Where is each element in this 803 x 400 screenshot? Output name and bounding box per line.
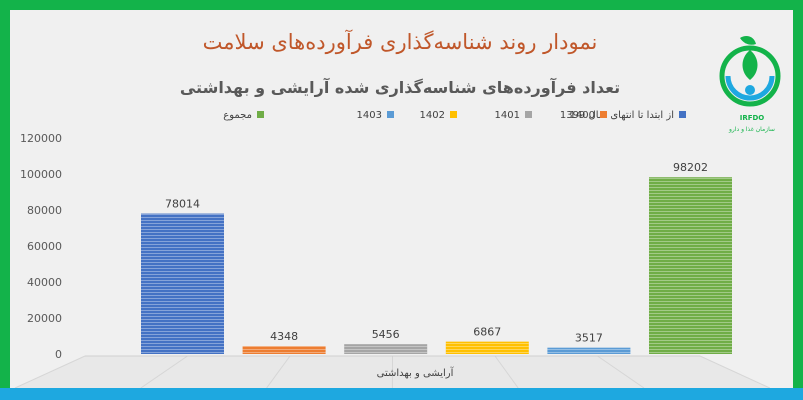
y-tick-label: 80000 [27, 204, 62, 217]
data-label: 6867 [473, 326, 501, 339]
chart-panel: 0 20000 40000 60000 80000 100000 120000 78014 4… [10, 10, 793, 388]
chart-floor [14, 355, 771, 388]
bars [141, 177, 732, 354]
page-title: نمودار روند شناسه‌گذاری فرآورده‌های سلام… [202, 30, 598, 54]
data-label: 3517 [575, 332, 603, 345]
bar-hatch [344, 344, 428, 354]
legend-label: 1403 [357, 110, 382, 121]
y-tick-label: 60000 [27, 240, 62, 253]
irfdo-logo: IRFDO سازمان غذا و دارو [719, 36, 781, 133]
floor-line [266, 355, 291, 388]
legend-swatch [525, 111, 532, 118]
bar-chart: 0 20000 40000 60000 80000 100000 120000 78014 4… [14, 110, 771, 388]
y-tick-label: 20000 [27, 312, 62, 325]
legend-swatch [450, 111, 457, 118]
bottom-strip [0, 388, 803, 400]
logo-abbr: IRFDO [740, 114, 765, 122]
y-tick-label: 0 [55, 348, 62, 361]
floor-line [699, 355, 771, 388]
data-label: 78014 [165, 198, 200, 211]
data-label: 98202 [673, 161, 708, 174]
y-tick-label: 120000 [20, 132, 62, 145]
y-axis: 0 20000 40000 60000 80000 100000 120000 [20, 132, 62, 361]
floor-line [597, 355, 645, 388]
legend-swatch [257, 111, 264, 118]
y-tick-label: 40000 [27, 276, 62, 289]
legend-swatch [387, 111, 394, 118]
bar-hatch [242, 346, 326, 354]
legend-label: 1402 [420, 110, 445, 121]
x-axis-label: آرایشی و بهداشتی [377, 366, 455, 379]
chart-title: تعداد فرآورده‌های شناسه‌گذاری شده آرایشی… [179, 78, 621, 97]
legend-swatch [679, 111, 686, 118]
data-label: 5456 [372, 328, 400, 341]
floor-line [494, 355, 519, 388]
legend-label: از ابتدا تا انتهای سال 1399 [560, 110, 674, 121]
legend-label: مجموع [223, 110, 252, 121]
data-labels: 78014 4348 5456 6867 3517 98202 [165, 161, 708, 344]
legend-label: 1400 [570, 110, 595, 121]
bar-hatch [445, 341, 529, 354]
logo-org-name: سازمان غذا و دارو [728, 126, 775, 133]
data-label: 4348 [270, 330, 298, 343]
bar-hatch [547, 347, 631, 354]
y-tick-label: 100000 [20, 168, 62, 181]
bar-hatch [649, 177, 732, 354]
legend-swatch [600, 111, 607, 118]
legend-label: 1401 [495, 110, 520, 121]
floor-line [14, 355, 86, 388]
bar-hatch [141, 213, 224, 354]
floor-line [140, 355, 188, 388]
